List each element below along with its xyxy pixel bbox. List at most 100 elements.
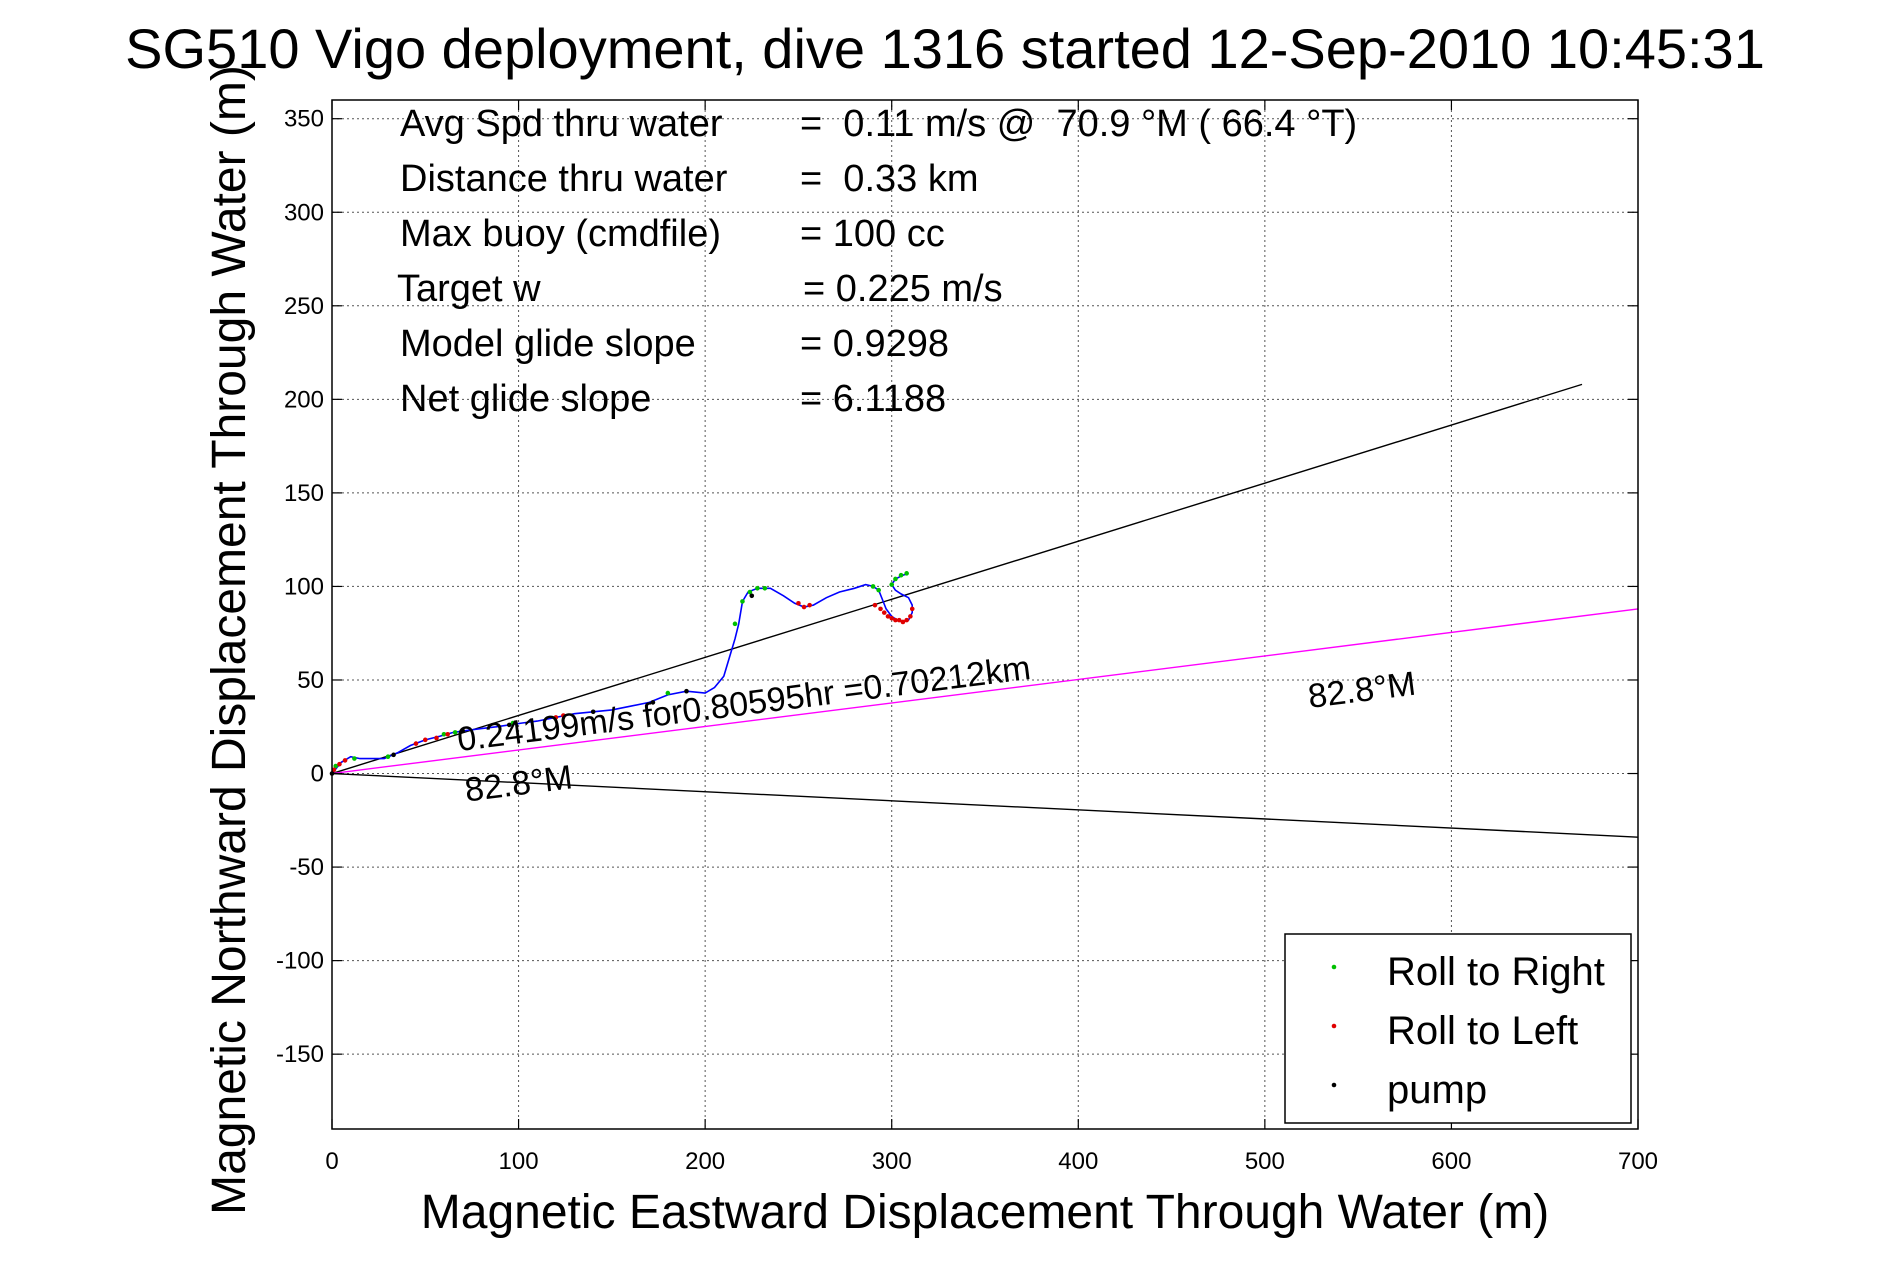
roll-to-left-point	[885, 614, 891, 619]
roll-to-right-point	[732, 621, 738, 627]
roll-to-right-point	[870, 584, 876, 589]
x-axis-title: Magnetic Eastward Displacement Through W…	[421, 1186, 1549, 1239]
roll-to-right-point	[762, 586, 768, 591]
legend-marker	[1331, 1082, 1337, 1088]
pump-point	[460, 728, 465, 733]
legend-items: Roll to Right Roll to Left pump	[1331, 950, 1605, 1112]
roll-to-left-point	[337, 761, 342, 767]
roll-to-right-point	[441, 731, 447, 737]
legend-box	[1284, 933, 1632, 1124]
y-tick-label: 50	[297, 667, 324, 694]
roll-to-right-point	[452, 730, 458, 735]
plot-frame	[331, 99, 1639, 1130]
roll-to-left-point	[801, 604, 807, 610]
track-markers	[329, 571, 915, 776]
pump-point	[391, 752, 396, 758]
pump-point	[590, 709, 596, 715]
x-tick-label: 500	[1245, 1148, 1285, 1175]
x-tick-label: 700	[1618, 1148, 1658, 1175]
y-tick-label: -50	[289, 854, 324, 881]
stat-value: = 6.1188	[800, 378, 946, 420]
y-tick-label: 250	[284, 293, 324, 320]
x-tick-label: 600	[1431, 1148, 1471, 1175]
legend: Roll to Right Roll to Left pump	[1284, 933, 1632, 1124]
reference-line	[331, 383, 1583, 775]
roll-to-left-point	[445, 731, 450, 737]
legend-marker	[1331, 964, 1337, 970]
roll-to-left-point	[878, 606, 883, 612]
stat-value: = 0.33 km	[800, 158, 978, 200]
y-axis-tick-labels: -150 -100 -50 0 50 100 150 200 250 300 350	[276, 106, 324, 1068]
stat-value: = 100 cc	[800, 213, 945, 255]
pump-point	[749, 593, 755, 599]
roll-to-right-point	[893, 576, 898, 582]
grid	[332, 100, 1638, 1129]
stat-label: Net glide slope	[400, 378, 651, 420]
roll-to-right-point	[333, 763, 339, 769]
roll-to-left-point	[881, 610, 887, 615]
roll-to-left-point	[553, 715, 559, 720]
roll-to-left-point	[422, 737, 428, 743]
x-tick-label: 400	[1058, 1148, 1098, 1175]
stat-value: = 0.11 m/s @ 70.9 °M ( 66.4 °T)	[800, 103, 1357, 145]
legend-label: pump	[1387, 1068, 1487, 1112]
roll-to-left-point	[342, 758, 348, 763]
pump-point	[684, 688, 689, 694]
stat-label: Avg Spd thru water	[400, 103, 723, 145]
roll-to-right-point	[898, 572, 904, 578]
axis-ticks	[331, 100, 1639, 1129]
y-tick-label: -100	[276, 948, 324, 975]
roll-to-right-point	[889, 582, 895, 587]
roll-to-right-point	[665, 690, 671, 696]
pump-point	[650, 700, 656, 705]
reference-line	[331, 608, 1639, 775]
roll-to-left-point	[893, 617, 898, 623]
x-axis-tick-labels: 0 100 200 300 400 500 600 700	[325, 1148, 1658, 1175]
reference-line	[331, 772, 1639, 838]
roll-to-left-point	[900, 619, 906, 625]
roll-to-left-point	[896, 617, 902, 623]
roll-to-right-point	[740, 599, 745, 604]
stat-label: Target w	[397, 268, 541, 310]
x-tick-label: 0	[325, 1148, 338, 1175]
y-tick-label: 300	[284, 199, 324, 226]
x-tick-label: 200	[685, 1148, 725, 1175]
stat-label: Model glide slope	[400, 323, 696, 365]
y-tick-label: 200	[284, 386, 324, 413]
y-tick-label: 0	[311, 761, 324, 788]
chart-title: SG510 Vigo deployment, dive 1316 started…	[125, 17, 1765, 80]
y-axis-title: Magnetic Northward Displacement Through …	[203, 65, 256, 1215]
roll-to-left-point	[909, 606, 915, 612]
stat-value: = 0.225 m/s	[803, 268, 1003, 310]
y-tick-label: 350	[284, 106, 324, 133]
stat-value: = 0.9298	[800, 323, 949, 365]
stat-label: Max buoy (cmdfile)	[400, 213, 721, 255]
roll-to-left-point	[434, 735, 439, 741]
x-tick-label: 300	[872, 1148, 912, 1175]
legend-label: Roll to Left	[1387, 1009, 1578, 1053]
roll-to-right-point	[904, 571, 909, 576]
reference-lines	[331, 383, 1639, 838]
roll-to-left-point	[908, 614, 913, 619]
roll-to-right-point	[385, 754, 391, 759]
roll-to-right-point	[510, 720, 516, 726]
roll-to-left-point	[413, 741, 419, 746]
roll-to-right-point	[747, 589, 753, 595]
roll-to-left-point	[872, 602, 878, 608]
legend-marker	[1331, 1023, 1337, 1029]
y-tick-label: 100	[284, 573, 324, 600]
roll-to-left-point	[796, 600, 801, 606]
roll-to-left-point	[561, 713, 566, 718]
roll-to-right-point	[352, 756, 357, 761]
roll-to-left-point	[889, 615, 895, 621]
y-tick-label: -150	[276, 1041, 324, 1068]
dive-statistics: Avg Spd thru water = 0.11 m/s @ 70.9 °M (…	[397, 103, 1357, 420]
pump-point	[506, 722, 512, 728]
stat-label: Distance thru water	[400, 158, 728, 200]
roll-to-left-point	[807, 602, 812, 608]
y-tick-label: 150	[284, 480, 324, 507]
roll-to-right-point	[876, 587, 881, 593]
x-tick-label: 100	[499, 1148, 539, 1175]
roll-to-right-point	[755, 586, 760, 591]
